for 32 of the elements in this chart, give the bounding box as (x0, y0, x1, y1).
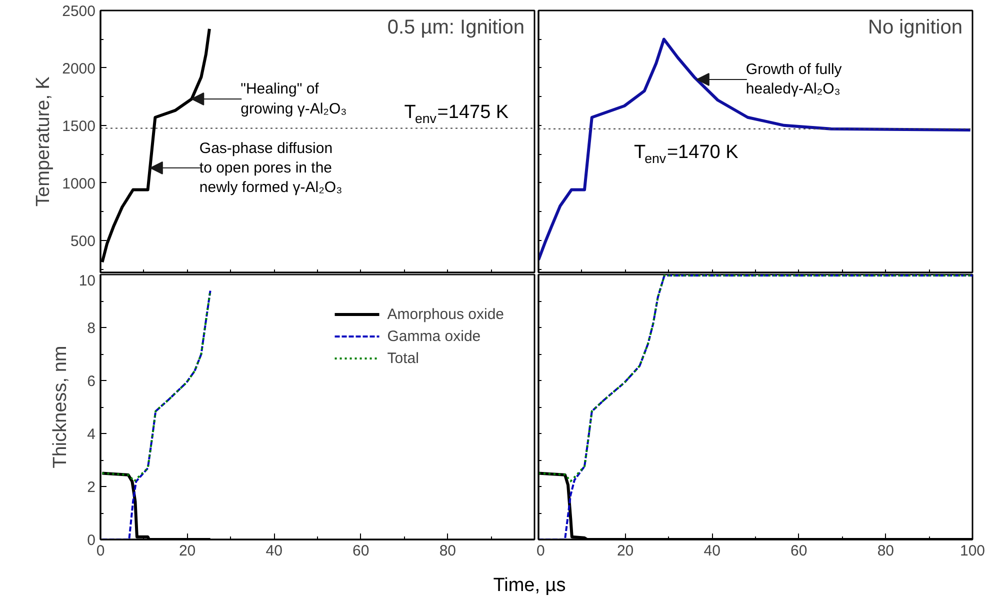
chart-title: No ignition (868, 16, 963, 38)
y-tick-label: 8 (87, 320, 96, 337)
x-tick-label: 20 (616, 542, 634, 560)
legend-label: Total (387, 350, 419, 366)
y-tick-label: 2000 (62, 60, 96, 78)
y-tick-label: 10 (78, 272, 96, 290)
y-tick-label: 2500 (62, 3, 96, 20)
x-tick-label: 0 (536, 542, 545, 560)
x-tick-label: 80 (439, 542, 456, 560)
y-axis-title: Temperature, K (33, 76, 54, 206)
x-tick-label: 80 (877, 542, 894, 560)
y-tick-label: 6 (87, 373, 96, 390)
y-tick-label: 500 (70, 232, 96, 250)
y-tick-label: 1000 (62, 175, 96, 192)
x-tick-label: 20 (178, 542, 196, 560)
y-tick-label: 0 (87, 532, 96, 549)
y-axis-title: Thickness, nm (50, 346, 71, 468)
y-tick-label: 1500 (62, 118, 96, 135)
x-tick-label: 40 (704, 542, 720, 560)
legend-label: Amorphous oxide (387, 306, 504, 322)
y-tick-label: 2 (87, 479, 96, 496)
x-tick-label: 40 (266, 542, 282, 560)
y-tick-label: 4 (87, 426, 96, 443)
x-tick-label: 100 (960, 542, 986, 560)
x-tick-label: 60 (790, 542, 808, 560)
annotation: Growth of fully healedγ-Al₂O₃ (746, 61, 842, 98)
annotation: Gas-phase diffusion to open pores in the newly formed γ-Al₂O₃ (199, 140, 342, 196)
x-axis-title: Time, µs (493, 574, 566, 598)
annotation: "Healing" of growing γ-Al₂O₃ (240, 80, 347, 118)
legend-label: Gamma oxide (387, 328, 481, 344)
x-tick-label: 60 (352, 542, 370, 560)
chart-title: 0.5 µm: Ignition (387, 16, 525, 38)
